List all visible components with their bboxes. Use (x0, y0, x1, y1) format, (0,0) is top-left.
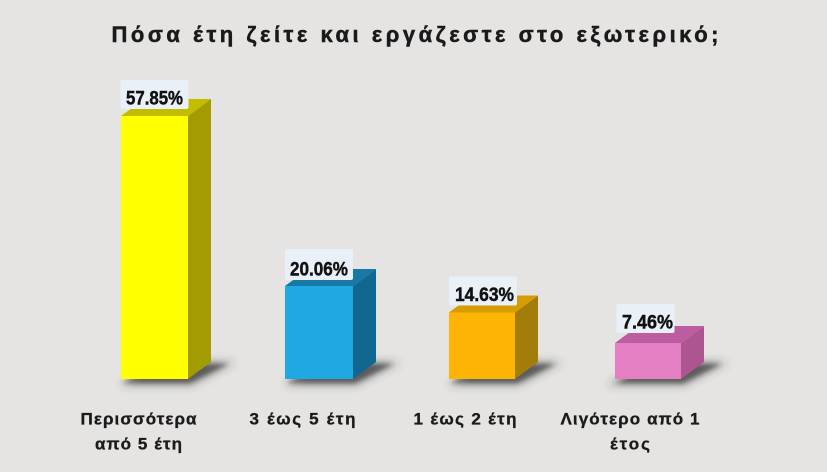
svg-text:Πόσα έτη ζείτε και εργάζεστε σ: Πόσα έτη ζείτε και εργάζεστε στο εξωτερι… (112, 22, 719, 47)
svg-text:14.63%: 14.63% (455, 285, 514, 306)
svg-text:20.06%: 20.06% (290, 260, 348, 281)
svg-text:Λιγότερο από 1: Λιγότερο από 1 (561, 410, 700, 429)
svg-text:3 έως 5 έτη: 3 έως 5 έτη (250, 410, 356, 429)
svg-text:από 5 έτη: από 5 έτη (95, 435, 182, 454)
svg-text:7.46%: 7.46% (622, 313, 673, 334)
svg-text:έτος: έτος (610, 435, 650, 454)
svg-text:57.85%: 57.85% (126, 89, 183, 110)
svg-text:Περισσότερα: Περισσότερα (81, 410, 198, 429)
svg-text:1 έως 2 έτη: 1 έως 2 έτη (414, 410, 517, 429)
